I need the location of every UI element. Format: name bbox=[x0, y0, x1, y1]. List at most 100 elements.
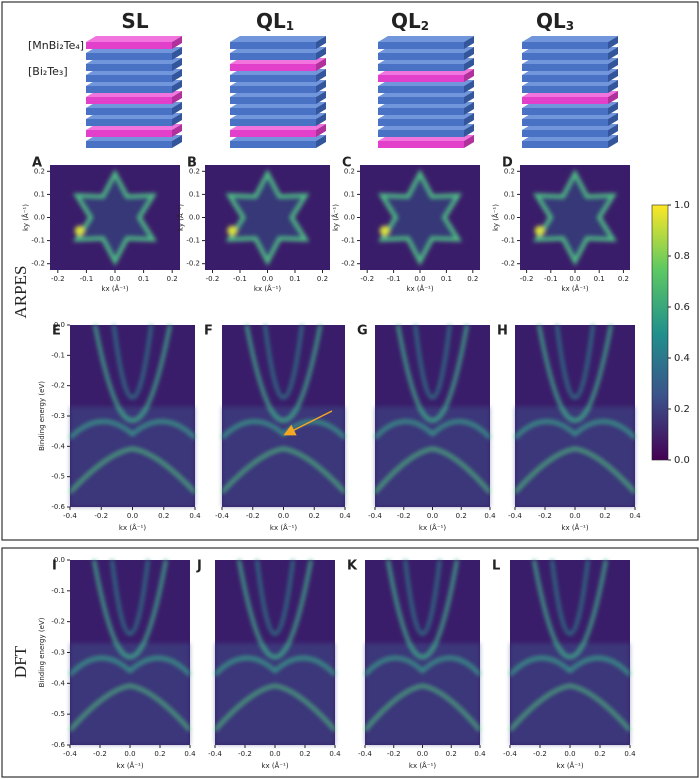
y-tick-label: 0.1 bbox=[189, 190, 200, 198]
layer-side bbox=[172, 135, 182, 148]
header-text: SL bbox=[121, 9, 148, 33]
x-tick-label: -0.2 bbox=[360, 275, 374, 283]
y-tick-label: 0.0 bbox=[54, 321, 65, 329]
layer-front bbox=[86, 130, 172, 137]
x-tick-label: 0.0 bbox=[427, 512, 438, 520]
panel-letter: A bbox=[32, 156, 42, 171]
layer-front bbox=[230, 75, 316, 82]
x-tick-label: 0.2 bbox=[618, 275, 629, 283]
fs-contour bbox=[73, 169, 157, 266]
y-tick-label: -0.5 bbox=[51, 473, 65, 481]
panel-letter: G bbox=[357, 324, 368, 339]
y-tick-label: -0.6 bbox=[51, 741, 65, 749]
x-tick-label: 0.2 bbox=[467, 275, 478, 283]
layer-front bbox=[522, 86, 608, 93]
x-axis-label: kx (Å⁻¹) bbox=[556, 761, 583, 770]
x-tick-label: -0.4 bbox=[63, 750, 77, 758]
heatmap-features bbox=[533, 169, 617, 266]
x-tick-label: 0.0 bbox=[569, 512, 580, 520]
panel-letter: D bbox=[502, 156, 513, 171]
x-axis-label: kx (Å⁻¹) bbox=[101, 284, 128, 293]
layer-side bbox=[464, 113, 474, 126]
layer-top bbox=[86, 36, 182, 42]
y-tick-label: 0.1 bbox=[344, 190, 355, 198]
y-tick-label: -0.3 bbox=[51, 412, 65, 420]
y-tick-label: -0.1 bbox=[51, 351, 65, 359]
x-tick-label: -0.2 bbox=[206, 275, 220, 283]
x-tick-label: 0.0 bbox=[564, 750, 575, 758]
colorbar-tick-label: 0.2 bbox=[674, 404, 690, 415]
layer-side bbox=[316, 80, 326, 93]
panel-letter: J bbox=[196, 559, 202, 574]
y-tick-label: -0.1 bbox=[186, 237, 200, 245]
layer-front bbox=[86, 64, 172, 71]
layer-side bbox=[464, 102, 474, 115]
colorbar-tick-label: 1.0 bbox=[674, 200, 690, 211]
layer-front bbox=[378, 53, 464, 60]
x-axis-label: kx (Å⁻¹) bbox=[254, 284, 281, 293]
x-tick-label: 0.0 bbox=[417, 750, 428, 758]
layer-side bbox=[316, 69, 326, 82]
layer-side bbox=[464, 58, 474, 71]
x-tick-label: 0.2 bbox=[456, 512, 467, 520]
heatmap-features bbox=[378, 169, 462, 266]
y-axis-label: Binding energy (eV) bbox=[38, 381, 46, 451]
layer-front bbox=[522, 130, 608, 137]
heatmap-features bbox=[213, 559, 337, 745]
x-tick-label: -0.2 bbox=[533, 750, 547, 758]
band-v bbox=[550, 559, 590, 635]
layer-front bbox=[230, 86, 316, 93]
layer-front bbox=[86, 42, 172, 49]
layer-top bbox=[230, 36, 326, 42]
panel-letter: F bbox=[204, 324, 213, 339]
y-tick-label: -0.3 bbox=[51, 649, 65, 657]
y-tick-label: 0.2 bbox=[504, 167, 515, 175]
layer-side bbox=[172, 91, 182, 104]
x-tick-label: 0.2 bbox=[309, 512, 320, 520]
y-tick-label: -0.2 bbox=[51, 618, 65, 626]
layer-front bbox=[230, 42, 316, 49]
band-m bbox=[68, 419, 197, 439]
x-tick-label: 0.2 bbox=[594, 750, 605, 758]
layer-front bbox=[378, 130, 464, 137]
layer-side bbox=[608, 69, 618, 82]
heatmap-features bbox=[225, 169, 310, 266]
heatmap-features bbox=[508, 559, 632, 745]
band-v bbox=[255, 559, 295, 635]
x-axis-label: kx (Å⁻¹) bbox=[419, 523, 446, 532]
layer-label: [Bi₂Te₃] bbox=[28, 65, 68, 78]
layer-front bbox=[522, 141, 608, 148]
layer-side bbox=[608, 80, 618, 93]
x-tick-label: -0.4 bbox=[358, 750, 372, 758]
band-low bbox=[364, 684, 481, 732]
layer-top bbox=[378, 36, 474, 42]
layer-label: [MnBi₂Te₄] bbox=[28, 39, 84, 52]
x-tick-label: -0.2 bbox=[238, 750, 252, 758]
band-low bbox=[509, 684, 631, 732]
band-v bbox=[93, 324, 172, 422]
y-axis-label: ky (Å⁻¹) bbox=[176, 204, 185, 231]
layer-front bbox=[86, 108, 172, 115]
layer-side bbox=[608, 58, 618, 71]
layer-side bbox=[464, 80, 474, 93]
top-frame bbox=[1, 1, 699, 541]
panel-letter: E bbox=[52, 324, 61, 339]
panel-letter: B bbox=[187, 156, 197, 171]
y-tick-label: -0.5 bbox=[51, 710, 65, 718]
band-m bbox=[68, 656, 192, 676]
x-tick-label: 0.1 bbox=[441, 275, 452, 283]
fs-contour bbox=[378, 169, 462, 266]
band-m bbox=[213, 656, 337, 676]
x-tick-label: 0.2 bbox=[299, 750, 310, 758]
y-tick-label: 0.1 bbox=[504, 190, 515, 198]
heatmap-features bbox=[68, 324, 197, 507]
y-tick-label: -0.4 bbox=[51, 442, 65, 450]
y-tick-label: 0.2 bbox=[34, 167, 45, 175]
x-tick-label: -0.2 bbox=[93, 750, 107, 758]
x-tick-label: -0.2 bbox=[387, 750, 401, 758]
y-tick-label: 0.0 bbox=[189, 214, 200, 222]
y-tick-label: 0.2 bbox=[344, 167, 355, 175]
layer-side bbox=[172, 113, 182, 126]
band-m bbox=[513, 419, 637, 439]
